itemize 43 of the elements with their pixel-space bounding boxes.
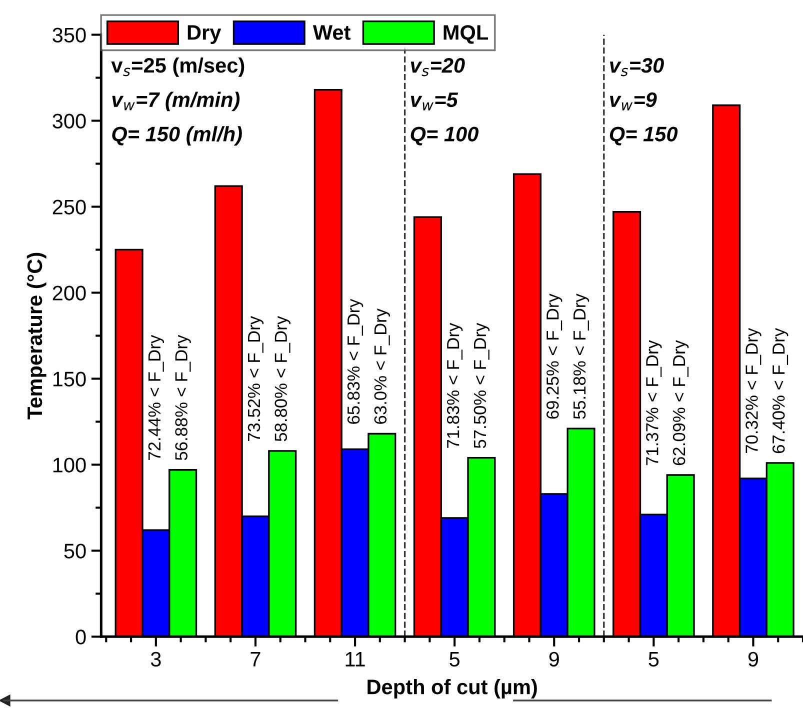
y-tick-label: 100 — [53, 458, 86, 472]
x-tick-label: 9 — [748, 652, 758, 667]
y-tick-label: 200 — [52, 286, 86, 300]
annotation: v$_{w}$=9 — [610, 92, 657, 110]
annotation: Q= 100 — [410, 126, 478, 146]
y-axis-title: Temperature (°C) — [26, 252, 46, 420]
x-tick-label: 5 — [648, 652, 659, 667]
annotation: Q= 150 (ml/h) — [112, 126, 242, 146]
annotation: 67.40% < F_Dry — [772, 328, 788, 454]
legend-label: MQL — [444, 25, 488, 44]
annotation: v$_{w}$=5 — [410, 92, 458, 110]
y-tick-label: 0 — [76, 630, 86, 644]
y-tick-label: 50 — [64, 544, 86, 558]
annotation: 55.18% < F_Dry — [573, 294, 590, 419]
legend-label: Wet — [312, 25, 350, 40]
annotation: 65.83% < F_Dry — [347, 298, 364, 424]
annotation: 62.09% < F_Dry — [672, 340, 689, 466]
x-tick-label: 11 — [346, 652, 365, 666]
x-tick-label: 3 — [150, 652, 161, 667]
annotation: v$_{s}$=25 (m/sec) — [111, 57, 244, 77]
y-tick-label: 350 — [52, 28, 86, 42]
annotation: 58.80% < F_Dry — [274, 316, 290, 442]
legend-label: Dry — [188, 25, 222, 44]
annotation: Q= 150 — [610, 126, 678, 146]
annotation: 56.88% < F_Dry — [175, 334, 191, 460]
y-tick-label: 150 — [53, 372, 86, 386]
annotation: 63.0% < F_Dry — [374, 308, 390, 424]
annotation: 73.52% < F_Dry — [248, 316, 264, 442]
annotation: 70.32% < F_Dry — [746, 328, 762, 454]
annotation: 71.37% < F_Dry — [646, 340, 662, 466]
annotation: v$_{s}$=30 — [610, 58, 664, 76]
annotation: 57.50% < F_Dry — [474, 322, 490, 448]
y-tick-label: 250 — [52, 200, 86, 214]
x-axis-title: Depth of cut (µm) — [368, 679, 537, 698]
x-tick-label: 5 — [450, 652, 460, 667]
annotation: v$_{s}$=20 — [410, 58, 465, 76]
annotation: 71.83% < F_Dry — [446, 322, 463, 448]
annotation: v$_{w}$=7 (m/min) — [112, 92, 240, 112]
annotation: 72.44% < F_Dry — [148, 334, 164, 460]
x-tick-label: 7 — [250, 652, 260, 666]
x-tick-label: 9 — [549, 652, 559, 667]
annotation: 69.25% < F_Dry — [546, 294, 562, 419]
y-tick-label: 300 — [52, 114, 86, 128]
